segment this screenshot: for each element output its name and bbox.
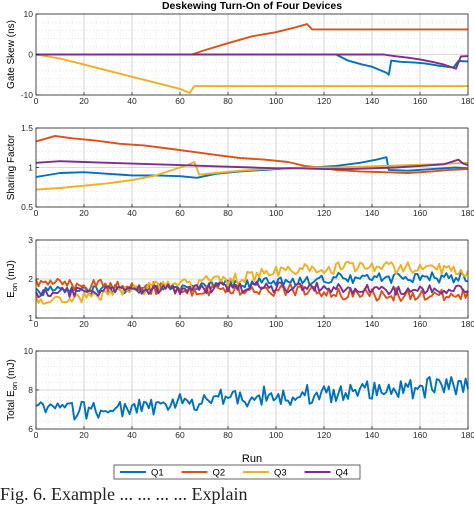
x-tick-label: 100 [269, 319, 283, 329]
series-line-q4 [35, 158, 469, 171]
y-tick-label: 3 [28, 235, 33, 245]
x-tick-label: 20 [79, 208, 89, 218]
series-line-q2 [35, 134, 469, 174]
x-tick-label: 140 [365, 208, 379, 218]
x-tick-label: 120 [317, 430, 331, 440]
x-tick-label: 120 [317, 208, 331, 218]
series-line-q4 [36, 53, 469, 70]
y-axis-label: Gate Skew (ns) [6, 20, 17, 89]
x-tick-label: 0 [34, 430, 39, 440]
legend-box [113, 464, 361, 480]
legend-label-q4: Q4 [336, 468, 349, 479]
x-tick-label: 80 [223, 208, 233, 218]
y-axis-label: Eon (mJ) [6, 260, 19, 298]
x-tick-label: 20 [79, 430, 89, 440]
series-line-q3 [35, 260, 469, 305]
y-tick-label: -10 [21, 90, 34, 100]
x-tick-label: 80 [223, 430, 233, 440]
y-tick-label: 2 [28, 274, 33, 284]
x-tick-label: 160 [413, 319, 427, 329]
x-tick-label: 180 [461, 319, 474, 329]
series-line-q2 [36, 23, 468, 56]
y-axis-label: Sharing Factor [6, 134, 17, 200]
x-tick-label: 180 [461, 96, 474, 106]
series-line-q1 [35, 376, 469, 421]
y-tick-label: 1.5 [21, 123, 33, 133]
x-tick-label: 20 [79, 319, 89, 329]
x-axis-label: Run [242, 453, 262, 465]
x-tick-label: 80 [223, 96, 233, 106]
x-tick-label: 60 [175, 319, 185, 329]
x-tick-label: 140 [365, 96, 379, 106]
y-tick-label: 0 [28, 50, 33, 60]
y-tick-label: 0.5 [21, 202, 33, 212]
series-line-q4 [35, 280, 469, 299]
x-tick-label: 160 [413, 96, 427, 106]
subplot-2: 0 20 40 60 80 100 120 140 160 180 0.5 1 1.5 Sharing F… [6, 123, 474, 218]
x-tick-label: 40 [127, 96, 137, 106]
series-line-q3 [35, 161, 469, 191]
y-tick-label: 10 [24, 9, 34, 19]
x-tick-label: 0 [34, 319, 39, 329]
legend-label-q1: Q1 [151, 468, 164, 479]
x-tick-label: 100 [269, 208, 283, 218]
x-tick-label: 80 [223, 319, 233, 329]
subplot-4: 0 20 40 60 80 100 120 140 160 180 6 8 10 Total Eon (m… [6, 346, 474, 440]
y-tick-label: 1 [28, 313, 33, 323]
y-axis-label: Total Eon (mJ) [6, 359, 19, 421]
figure-caption: Fig. 6. Example ... ... ... ... Explain [0, 484, 248, 504]
x-tick-label: 40 [127, 430, 137, 440]
x-tick-label: 20 [79, 96, 89, 106]
x-tick-label: 60 [175, 96, 185, 106]
x-tick-label: 0 [34, 208, 39, 218]
x-tick-label: 0 [34, 96, 39, 106]
legend: Q1 Q2 Q3 Q4 [113, 464, 361, 480]
series-line-q3 [35, 53, 468, 94]
figure-title: Deskewing Turn-On of Four Devices [162, 0, 342, 12]
y-tick-label: 6 [28, 424, 33, 434]
legend-label-q3: Q3 [274, 468, 287, 479]
x-tick-label: 140 [365, 430, 379, 440]
subplot-3: 0 20 40 60 80 100 120 140 160 180 1 2 3 Eon (mJ) [6, 235, 474, 329]
x-tick-label: 160 [413, 208, 427, 218]
series-line-q2 [35, 277, 469, 302]
x-tick-label: 60 [175, 430, 185, 440]
x-tick-label: 180 [461, 430, 474, 440]
x-tick-label: 120 [317, 96, 331, 106]
x-tick-label: 40 [127, 319, 137, 329]
x-tick-label: 120 [317, 319, 331, 329]
x-tick-label: 60 [175, 208, 185, 218]
x-tick-label: 40 [127, 208, 137, 218]
series-line-q1 [36, 53, 469, 76]
x-tick-label: 140 [365, 319, 379, 329]
legend-label-q2: Q2 [213, 468, 226, 479]
x-tick-label: 160 [413, 430, 427, 440]
y-tick-label: 8 [28, 385, 33, 395]
x-tick-label: 100 [269, 430, 283, 440]
y-tick-label: 10 [24, 346, 34, 356]
x-tick-label: 100 [269, 96, 283, 106]
x-tick-label: 180 [461, 208, 474, 218]
y-tick-label: 1 [28, 163, 33, 173]
